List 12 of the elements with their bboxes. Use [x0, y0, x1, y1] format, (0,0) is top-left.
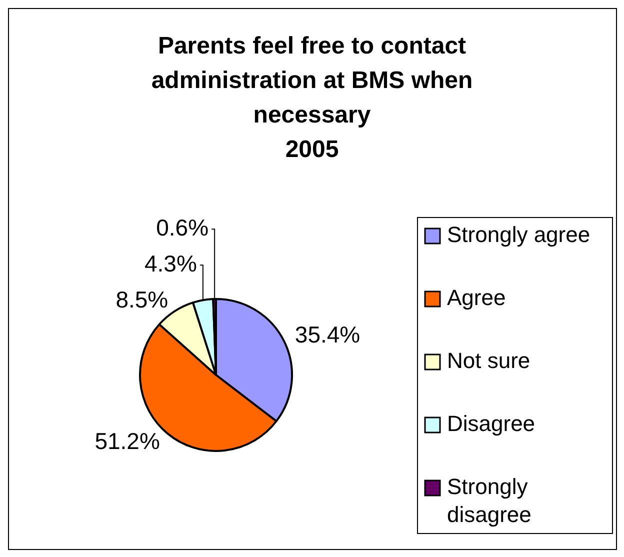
- data-label: 4.3%: [144, 250, 197, 276]
- legend-label: Agree: [447, 285, 506, 310]
- data-label: 0.6%: [156, 214, 209, 240]
- data-label: 35.4%: [294, 321, 360, 348]
- legend-label: Strongly disagree: [447, 474, 532, 528]
- chart-subtitle: 2005: [285, 136, 339, 164]
- legend-label: Not sure: [447, 348, 530, 374]
- chart-title: Parents feel free to contact administration at BMS when necessary: [151, 32, 473, 129]
- legend-label: Strongly agree: [447, 222, 590, 248]
- legend-label: Disagree: [447, 411, 536, 436]
- data-label: 51.2%: [94, 428, 160, 454]
- data-label: 8.5%: [116, 286, 168, 312]
